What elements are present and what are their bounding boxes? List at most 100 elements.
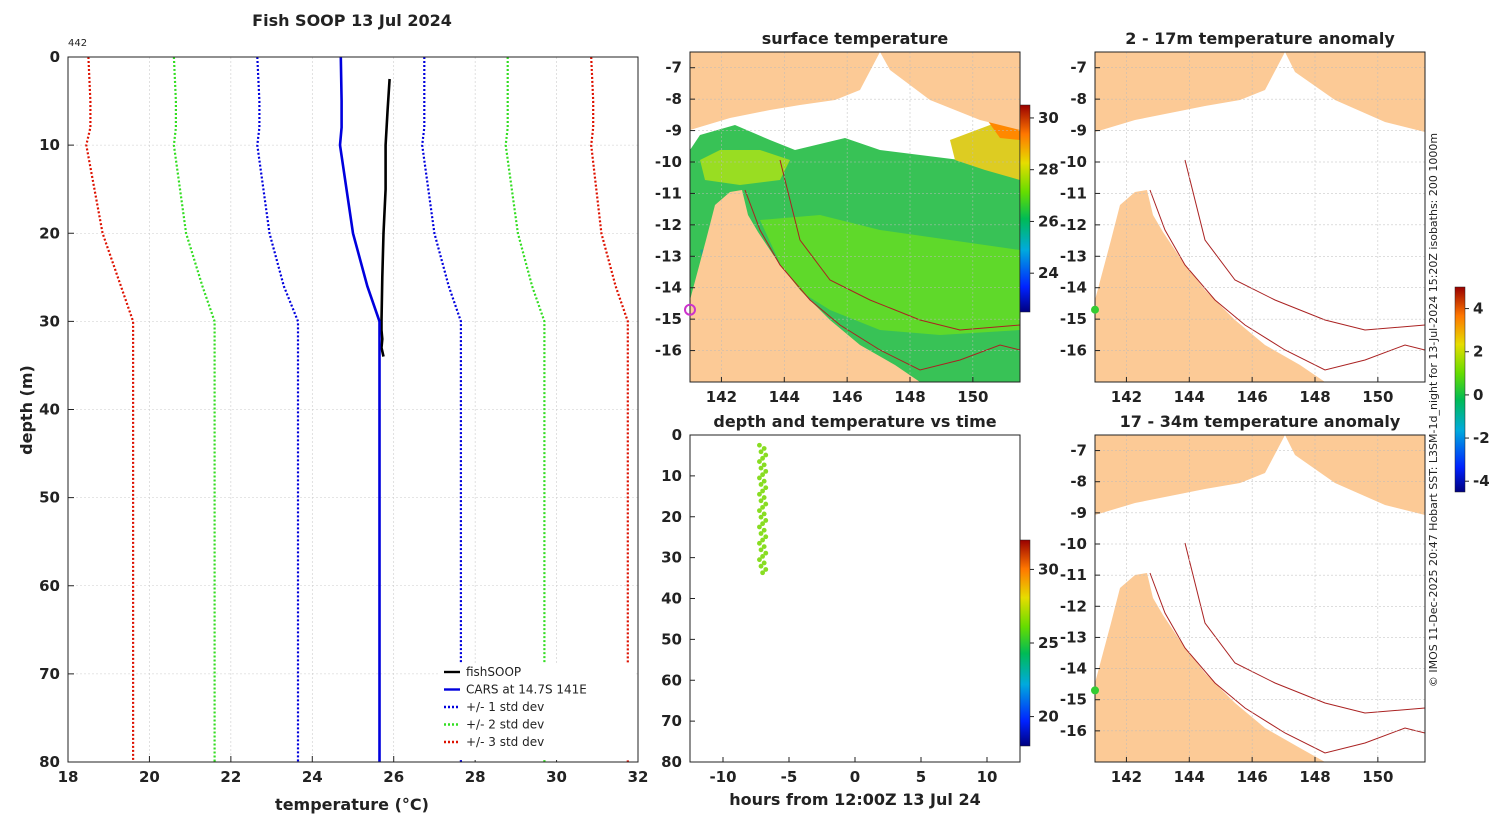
profile-series-line <box>338 56 381 762</box>
anomaly-deep-x-ticks: 142 144 146 148 150 <box>1111 757 1394 786</box>
depth-time-point <box>757 442 762 448</box>
depth-time-y-tick-label: 60 <box>661 671 682 689</box>
depth-time-point <box>763 518 769 523</box>
anomaly-shallow-isobath-200 <box>1149 189 1425 371</box>
depth-time-y-tick-label: 20 <box>661 508 682 526</box>
colorbar-tick-label: 2 <box>1473 343 1483 361</box>
depth-time-y-tick-label: 80 <box>661 753 682 771</box>
depth-time-point <box>757 459 762 464</box>
depth-time-point <box>763 468 769 474</box>
depth-time-point <box>760 553 765 559</box>
anomaly-deep-grid <box>1095 435 1425 762</box>
sst-land-north <box>690 52 880 130</box>
map-y-tick-label: -8 <box>1070 473 1087 491</box>
colorbar-tick-label: 4 <box>1473 300 1483 318</box>
map-x-tick-label: 148 <box>1299 388 1330 406</box>
sst-map-panel: surface temperature 142 144 146 148 150 -7 -8… <box>655 29 1059 406</box>
depth-time-x-tick-label: 0 <box>850 768 860 786</box>
map-x-tick-label: 144 <box>769 388 800 406</box>
map-y-tick-label: -11 <box>1060 184 1087 202</box>
colorbar-tick-label: -2 <box>1473 429 1490 447</box>
legend-entry: +/- 3 std dev <box>466 735 544 749</box>
depth-time-point <box>757 524 762 530</box>
map-x-tick-label: 150 <box>1362 388 1393 406</box>
map-y-tick-label: -13 <box>1060 247 1087 265</box>
depth-time-point <box>761 495 767 500</box>
map-x-tick-label: 142 <box>1111 388 1142 406</box>
anomaly-deep-land-north <box>1095 435 1285 515</box>
legend-entry: +/- 2 std dev <box>466 718 544 732</box>
profile-y-label: depth (m) <box>17 365 36 455</box>
sst-isobath-1000 <box>779 159 1020 331</box>
map-y-tick-label: -12 <box>655 216 682 234</box>
depth-time-y-tick-label: 0 <box>672 426 682 444</box>
anomaly-deep-title: 17 - 34m temperature anomaly <box>1120 412 1401 431</box>
map-y-tick-label: -14 <box>1060 279 1087 297</box>
map-y-tick-label: -16 <box>655 342 682 360</box>
depth-time-point <box>758 465 764 471</box>
depth-time-x-label: hours from 12:00Z 13 Jul 24 <box>729 790 980 809</box>
map-y-tick-label: -10 <box>1060 153 1087 171</box>
profile-panel: Fish SOOP 13 Jul 2024 442 18 20 22 24 26 28 30… <box>17 11 648 814</box>
profile-x-tick-label: 28 <box>465 768 486 786</box>
depth-time-panel: depth and temperature vs time -10 -5 0 5 10 … <box>661 412 1059 809</box>
depth-time-title: depth and temperature vs time <box>713 412 996 431</box>
map-y-tick-label: -9 <box>1070 504 1087 522</box>
depth-time-point <box>760 472 765 478</box>
anomaly-deep-y-ticks: -7 -8 -9 -10 -11 -12 -13 -14 -15 -16 <box>1060 442 1100 740</box>
depth-time-point <box>758 547 764 553</box>
anomaly-deep-area <box>1095 435 1425 762</box>
depth-time-x-tick-label: -10 <box>709 768 736 786</box>
depth-time-point <box>758 449 764 455</box>
map-y-tick-label: -7 <box>665 59 682 77</box>
profile-series-line <box>421 57 462 762</box>
depth-time-point <box>763 485 769 491</box>
profile-series-line <box>504 57 546 762</box>
sst-map-area <box>690 52 1020 382</box>
sst-warm-patch <box>760 215 1020 335</box>
anomaly-deep-land-png <box>1285 435 1425 515</box>
map-y-tick-label: -14 <box>655 279 682 297</box>
profile-x-tick-label: 24 <box>302 768 323 786</box>
anomaly-shallow-x-ticks: 142 144 146 148 150 <box>1111 377 1394 406</box>
depth-time-point <box>763 452 769 458</box>
depth-time-point <box>760 537 765 543</box>
map-x-tick-label: 150 <box>957 388 988 406</box>
depth-time-points <box>757 442 769 576</box>
map-x-tick-label: 146 <box>1236 768 1267 786</box>
map-y-tick-label: -14 <box>1060 660 1087 678</box>
legend-entry: fishSOOP <box>466 665 521 679</box>
depth-time-y-tick-label: 70 <box>661 712 682 730</box>
anomaly-deep-isobath-1000 <box>1184 542 1425 714</box>
map-y-tick-label: -8 <box>665 90 682 108</box>
profile-y-tick-label: 30 <box>39 312 60 330</box>
depth-time-point <box>763 534 769 540</box>
sst-map-title: surface temperature <box>762 29 949 48</box>
map-y-tick-label: -13 <box>1060 628 1087 646</box>
anomaly-shallow-station-marker <box>1091 305 1099 314</box>
depth-time-x-tick-label: 5 <box>916 768 926 786</box>
map-x-tick-label: 142 <box>706 388 737 406</box>
sst-gulf-patch <box>700 150 790 185</box>
sst-land-png <box>690 52 1020 130</box>
map-x-tick-label: 148 <box>894 388 925 406</box>
depth-time-point <box>758 514 764 520</box>
depth-time-point <box>757 475 762 481</box>
anomaly-shallow-area <box>1095 52 1425 382</box>
profile-series-line <box>85 56 135 762</box>
anomaly-deep-station-marker <box>1091 686 1099 695</box>
anomaly-shallow-frame <box>1094 51 1426 383</box>
map-y-tick-label: -16 <box>1060 722 1087 740</box>
depth-time-y-ticks: 0 10 20 30 40 50 60 70 80 <box>661 426 695 771</box>
colorbar-tick-label: 30 <box>1038 560 1059 578</box>
profile-y-tick-label: 80 <box>39 753 60 771</box>
profile-series <box>85 56 629 762</box>
map-y-tick-label: -7 <box>1070 442 1087 460</box>
depth-time-point <box>763 567 769 572</box>
profile-y-tick-label: 20 <box>39 224 60 242</box>
map-x-tick-label: 146 <box>831 388 862 406</box>
map-y-tick-label: -9 <box>1070 122 1087 140</box>
map-x-tick-label: 142 <box>1111 768 1142 786</box>
profile-x-ticks: 18 20 22 24 26 28 30 32 <box>58 756 648 786</box>
colorbar-tick-label: 0 <box>1473 386 1483 404</box>
